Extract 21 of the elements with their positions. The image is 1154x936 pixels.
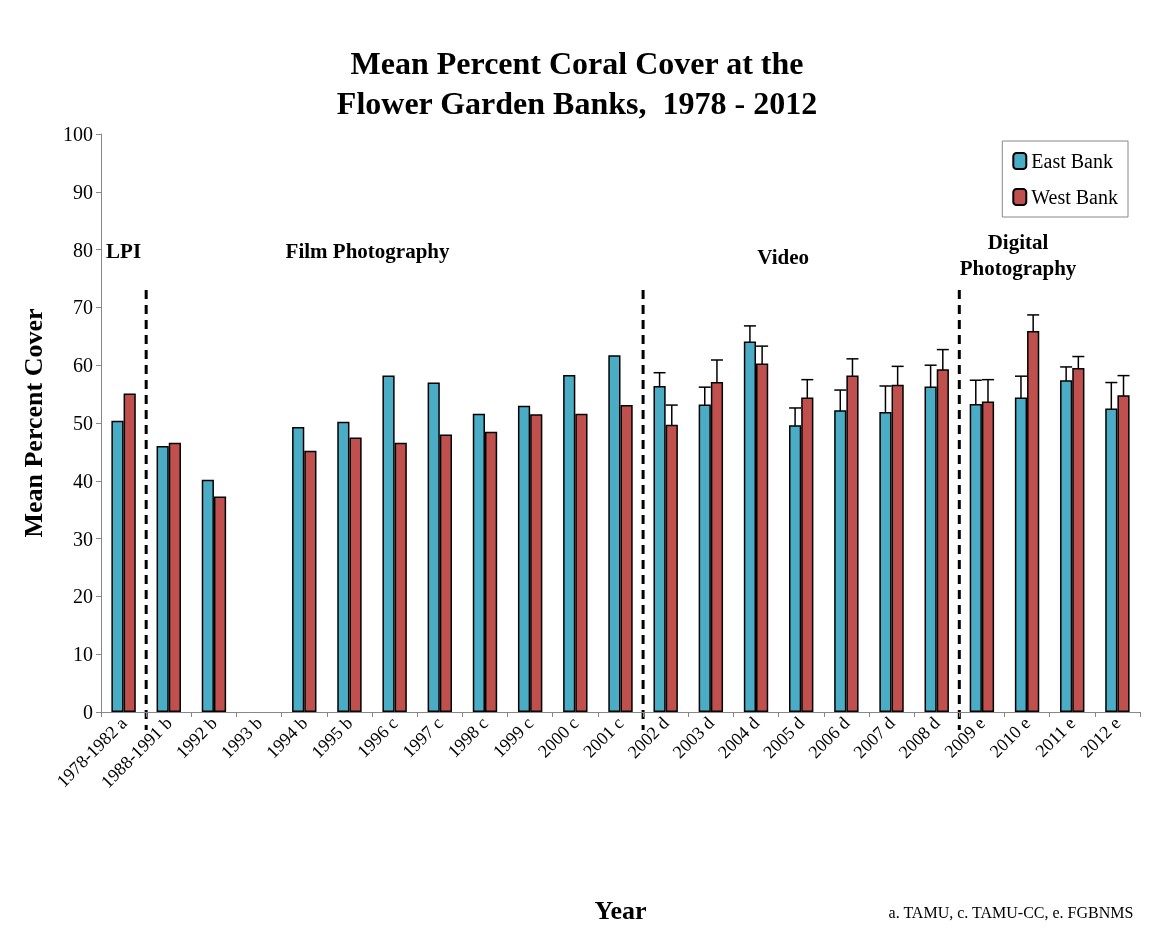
y-tick-label: 40 xyxy=(73,469,93,492)
y-axis-title: Mean Percent Cover xyxy=(18,308,48,538)
y-tick-label: 60 xyxy=(73,354,93,377)
y-tick-label: 80 xyxy=(73,238,93,261)
x-axis-title: Year xyxy=(594,895,647,925)
y-tick-label: 100 xyxy=(63,123,93,145)
y-tick-label: 10 xyxy=(73,643,93,666)
y-tick-label: 50 xyxy=(73,412,93,434)
legend-label: East Bank xyxy=(1031,150,1113,172)
legend-label: West Bank xyxy=(1031,186,1119,208)
y-tick-label: 90 xyxy=(73,180,93,203)
y-tick-label: 20 xyxy=(73,585,93,608)
y-tick-label: 30 xyxy=(73,527,93,550)
chart-title: Mean Percent Coral Cover at the Flower Garden Banks, 1978 - 2012 xyxy=(336,45,818,121)
y-tick-label: 0 xyxy=(83,701,93,723)
annotation: Video xyxy=(757,244,809,269)
annotation: Film Photography xyxy=(285,239,450,264)
annotation: LPI xyxy=(106,239,142,264)
y-tick-label: 70 xyxy=(73,296,93,319)
text: a. TAMU, c. TAMU-CC, e. FGBNMS xyxy=(888,903,1134,921)
annotation: Digital Photography xyxy=(959,230,1077,281)
